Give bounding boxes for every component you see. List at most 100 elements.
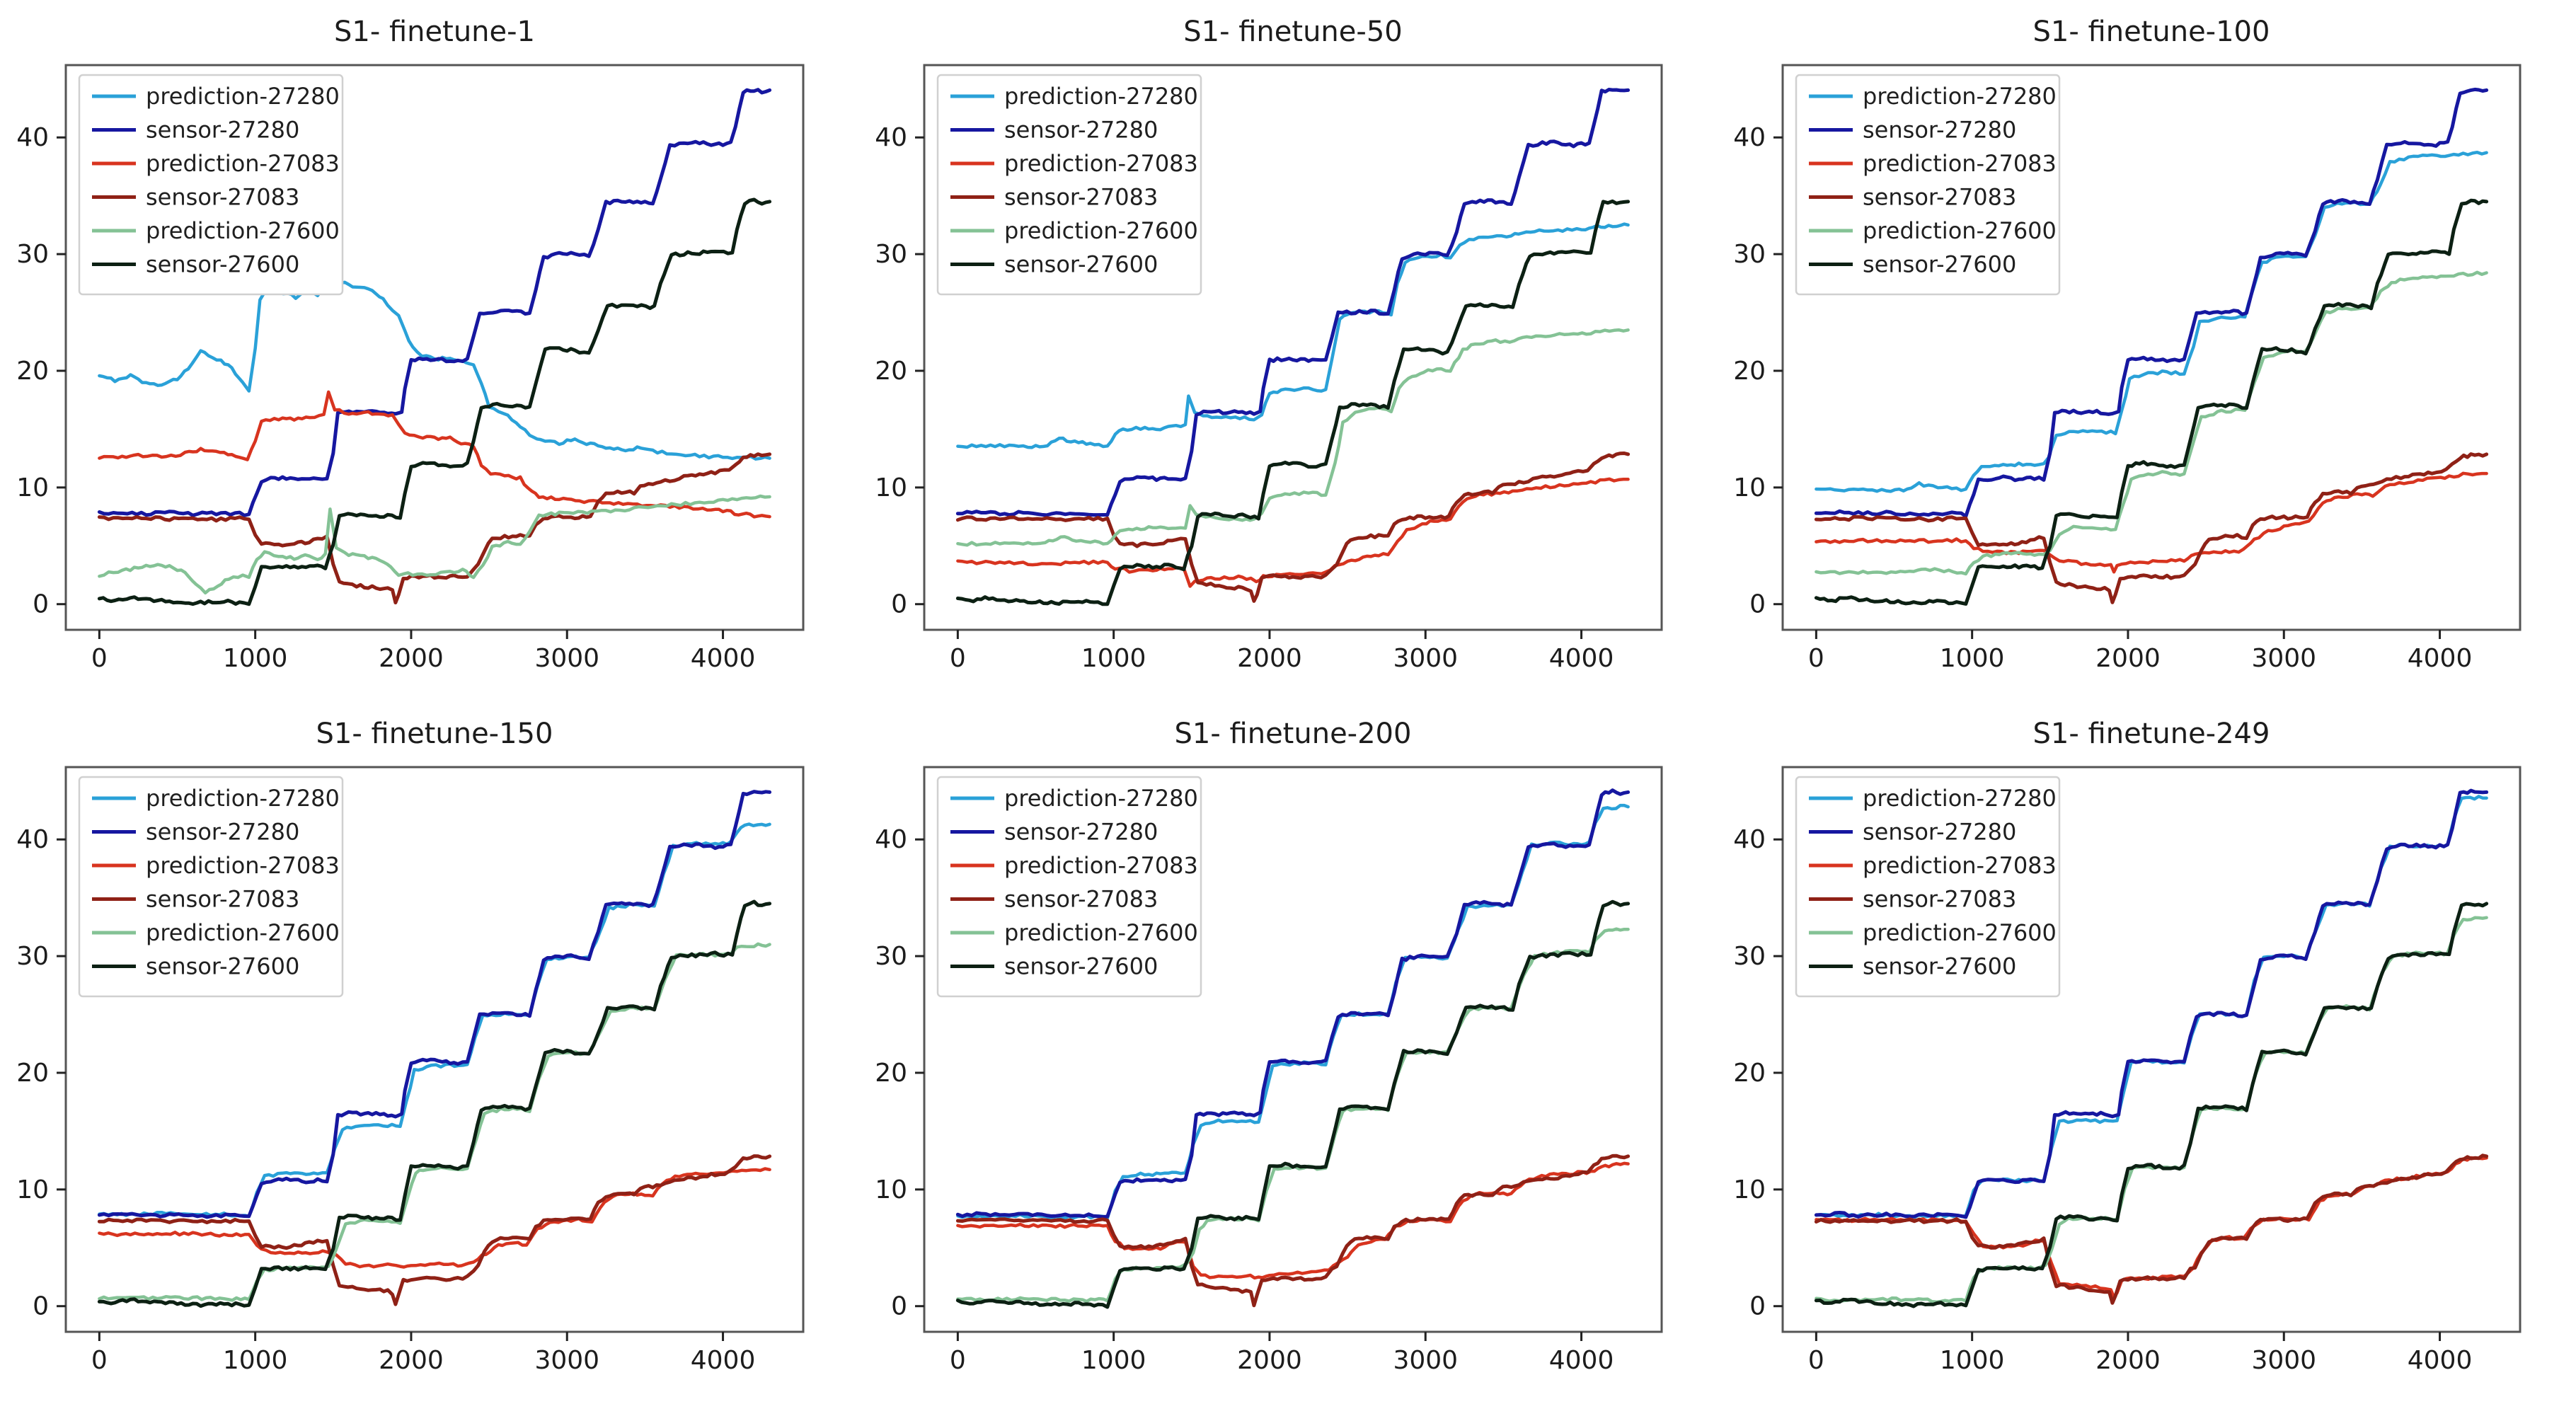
legend-item-prediction-27083: prediction-27083 bbox=[92, 852, 340, 879]
x-tick-label: 3000 bbox=[534, 644, 599, 673]
legend-item-prediction-27083: prediction-27083 bbox=[92, 150, 340, 177]
y-tick-label: 40 bbox=[16, 123, 49, 152]
y-tick-label: 10 bbox=[875, 473, 907, 502]
series-line-sensor-27280 bbox=[97, 790, 772, 1219]
legend-label: prediction-27600 bbox=[1863, 217, 2057, 244]
x-tick-label: 0 bbox=[91, 644, 108, 673]
legend-item-sensor-27600: sensor-27600 bbox=[1809, 953, 2016, 980]
y-tick-label: 0 bbox=[1749, 1292, 1766, 1321]
axes: 0 1000 2000 3000 4000 0 10 20 30 40 bbox=[1733, 64, 2522, 673]
y-tick-label: 40 bbox=[16, 825, 49, 854]
legend-item-sensor-27083: sensor-27083 bbox=[1809, 886, 2016, 913]
x-tick-label: 2000 bbox=[1237, 1346, 1302, 1375]
legend-label: prediction-27600 bbox=[1004, 217, 1198, 244]
x-tick-label: 4000 bbox=[1549, 1346, 1614, 1375]
legend-label: sensor-27280 bbox=[146, 819, 299, 846]
y-tick-label: 30 bbox=[875, 240, 907, 269]
x-tick-label: 3000 bbox=[534, 1346, 599, 1375]
legend: prediction-27280 sensor-27280 prediction-2… bbox=[936, 74, 1202, 296]
legend: prediction-27280 sensor-27280 prediction-2… bbox=[1795, 74, 2061, 296]
chart-title: S1- finetune-200 bbox=[1174, 718, 1412, 750]
chart-title: S1- finetune-150 bbox=[316, 718, 553, 750]
legend-item-sensor-27600: sensor-27600 bbox=[950, 953, 1158, 980]
series-line-sensor-27083 bbox=[955, 451, 1631, 603]
series-line-prediction-27600 bbox=[1815, 270, 2488, 576]
legend: prediction-27280 sensor-27280 prediction-2… bbox=[936, 776, 1202, 998]
legend-box bbox=[78, 776, 344, 998]
series-line-sensor-27280 bbox=[1814, 87, 2489, 519]
x-tick-label: 2000 bbox=[379, 644, 444, 673]
y-tick-label: 20 bbox=[875, 1059, 907, 1088]
x-tick-label: 1000 bbox=[1081, 1346, 1146, 1375]
series-line-sensor-27083 bbox=[97, 452, 772, 605]
x-tick-label: 2000 bbox=[379, 1346, 444, 1375]
legend-label: prediction-27280 bbox=[1004, 83, 1198, 110]
x-tick-label: 1000 bbox=[223, 1346, 288, 1375]
series-line-sensor-27280 bbox=[97, 88, 772, 517]
series-line-prediction-27083 bbox=[1815, 471, 2488, 574]
series-line-sensor-27083 bbox=[1814, 1153, 2489, 1305]
legend-item-prediction-27280: prediction-27280 bbox=[950, 83, 1198, 110]
x-tick-label: 2000 bbox=[2095, 1346, 2161, 1375]
legend-label: sensor-27280 bbox=[1863, 819, 2016, 846]
legend: prediction-27280 sensor-27280 prediction-2… bbox=[78, 74, 344, 296]
legend-label: prediction-27083 bbox=[1863, 150, 2057, 177]
legend-item-sensor-27280: sensor-27280 bbox=[1809, 117, 2016, 144]
x-tick-label: 2000 bbox=[1237, 644, 1302, 673]
legend-label: sensor-27083 bbox=[1863, 886, 2016, 913]
legend-item-prediction-27280: prediction-27280 bbox=[950, 785, 1198, 812]
axes: 0 1000 2000 3000 4000 0 10 20 30 40 bbox=[875, 766, 1663, 1375]
subplot-s1-finetune-200: 0 1000 2000 3000 4000 0 10 20 30 40 prediction-272… bbox=[858, 702, 1717, 1404]
legend-item-sensor-27280: sensor-27280 bbox=[950, 819, 1158, 846]
legend-item-prediction-27280: prediction-27280 bbox=[1809, 785, 2057, 812]
legend-item-prediction-27083: prediction-27083 bbox=[1809, 852, 2057, 879]
series-line-prediction-27083 bbox=[1815, 1156, 2488, 1299]
series-line-sensor-27600 bbox=[1814, 902, 2489, 1308]
y-tick-label: 10 bbox=[16, 473, 49, 502]
subplot-s1-finetune-1: 0 1000 2000 3000 4000 0 10 20 30 40 prediction-272… bbox=[0, 0, 858, 702]
legend-item-sensor-27280: sensor-27280 bbox=[92, 117, 299, 144]
chart-title: S1- finetune-249 bbox=[2032, 718, 2270, 750]
x-tick-label: 3000 bbox=[2251, 1346, 2316, 1375]
y-tick-label: 0 bbox=[891, 1292, 907, 1321]
legend-item-prediction-27600: prediction-27600 bbox=[1809, 919, 2057, 946]
series-line-sensor-27083 bbox=[1814, 452, 2489, 604]
series-line-prediction-27280 bbox=[98, 234, 771, 461]
chart-title: S1- finetune-100 bbox=[2032, 16, 2270, 48]
legend-item-sensor-27083: sensor-27083 bbox=[1809, 184, 2016, 211]
legend-label: sensor-27600 bbox=[1004, 953, 1158, 980]
x-tick-label: 1000 bbox=[1940, 1346, 2005, 1375]
legend-label: sensor-27280 bbox=[1004, 819, 1158, 846]
legend-item-sensor-27600: sensor-27600 bbox=[92, 953, 299, 980]
legend-label: prediction-27280 bbox=[146, 83, 340, 110]
legend-item-prediction-27600: prediction-27600 bbox=[92, 217, 340, 244]
legend-label: prediction-27280 bbox=[1863, 785, 2057, 812]
y-tick-label: 30 bbox=[1733, 240, 1766, 269]
legend-label: prediction-27600 bbox=[1863, 919, 2057, 946]
legend-item-prediction-27600: prediction-27600 bbox=[950, 217, 1198, 244]
legend-label: prediction-27280 bbox=[1004, 785, 1198, 812]
legend-box bbox=[1795, 74, 2061, 296]
x-tick-label: 0 bbox=[1808, 644, 1824, 673]
x-tick-label: 3000 bbox=[1393, 644, 1458, 673]
x-tick-label: 3000 bbox=[1393, 1346, 1458, 1375]
chart-canvas-1: 0 1000 2000 3000 4000 0 10 20 30 40 prediction-272… bbox=[875, 64, 1663, 673]
legend-label: prediction-27083 bbox=[1004, 150, 1198, 177]
chart-canvas-2: 0 1000 2000 3000 4000 0 10 20 30 40 prediction-272… bbox=[1733, 64, 2522, 673]
axes: 0 1000 2000 3000 4000 0 10 20 30 40 bbox=[875, 64, 1663, 673]
legend-label: sensor-27083 bbox=[146, 886, 299, 913]
legend-item-prediction-27600: prediction-27600 bbox=[1809, 217, 2057, 244]
series-line-prediction-27083 bbox=[98, 1167, 771, 1269]
x-tick-label: 4000 bbox=[691, 1346, 756, 1375]
y-tick-label: 40 bbox=[875, 123, 907, 152]
x-tick-label: 0 bbox=[950, 1346, 966, 1375]
series-line-sensor-27600 bbox=[955, 199, 1631, 606]
y-tick-label: 30 bbox=[16, 942, 49, 971]
legend-item-prediction-27280: prediction-27280 bbox=[92, 785, 340, 812]
legend-label: sensor-27083 bbox=[1004, 886, 1158, 913]
legend-item-prediction-27600: prediction-27600 bbox=[92, 919, 340, 946]
subplot-s1-finetune-100: 0 1000 2000 3000 4000 0 10 20 30 40 prediction-272… bbox=[1717, 0, 2575, 702]
y-tick-label: 0 bbox=[891, 590, 907, 619]
chart-title: S1- finetune-1 bbox=[333, 16, 536, 48]
